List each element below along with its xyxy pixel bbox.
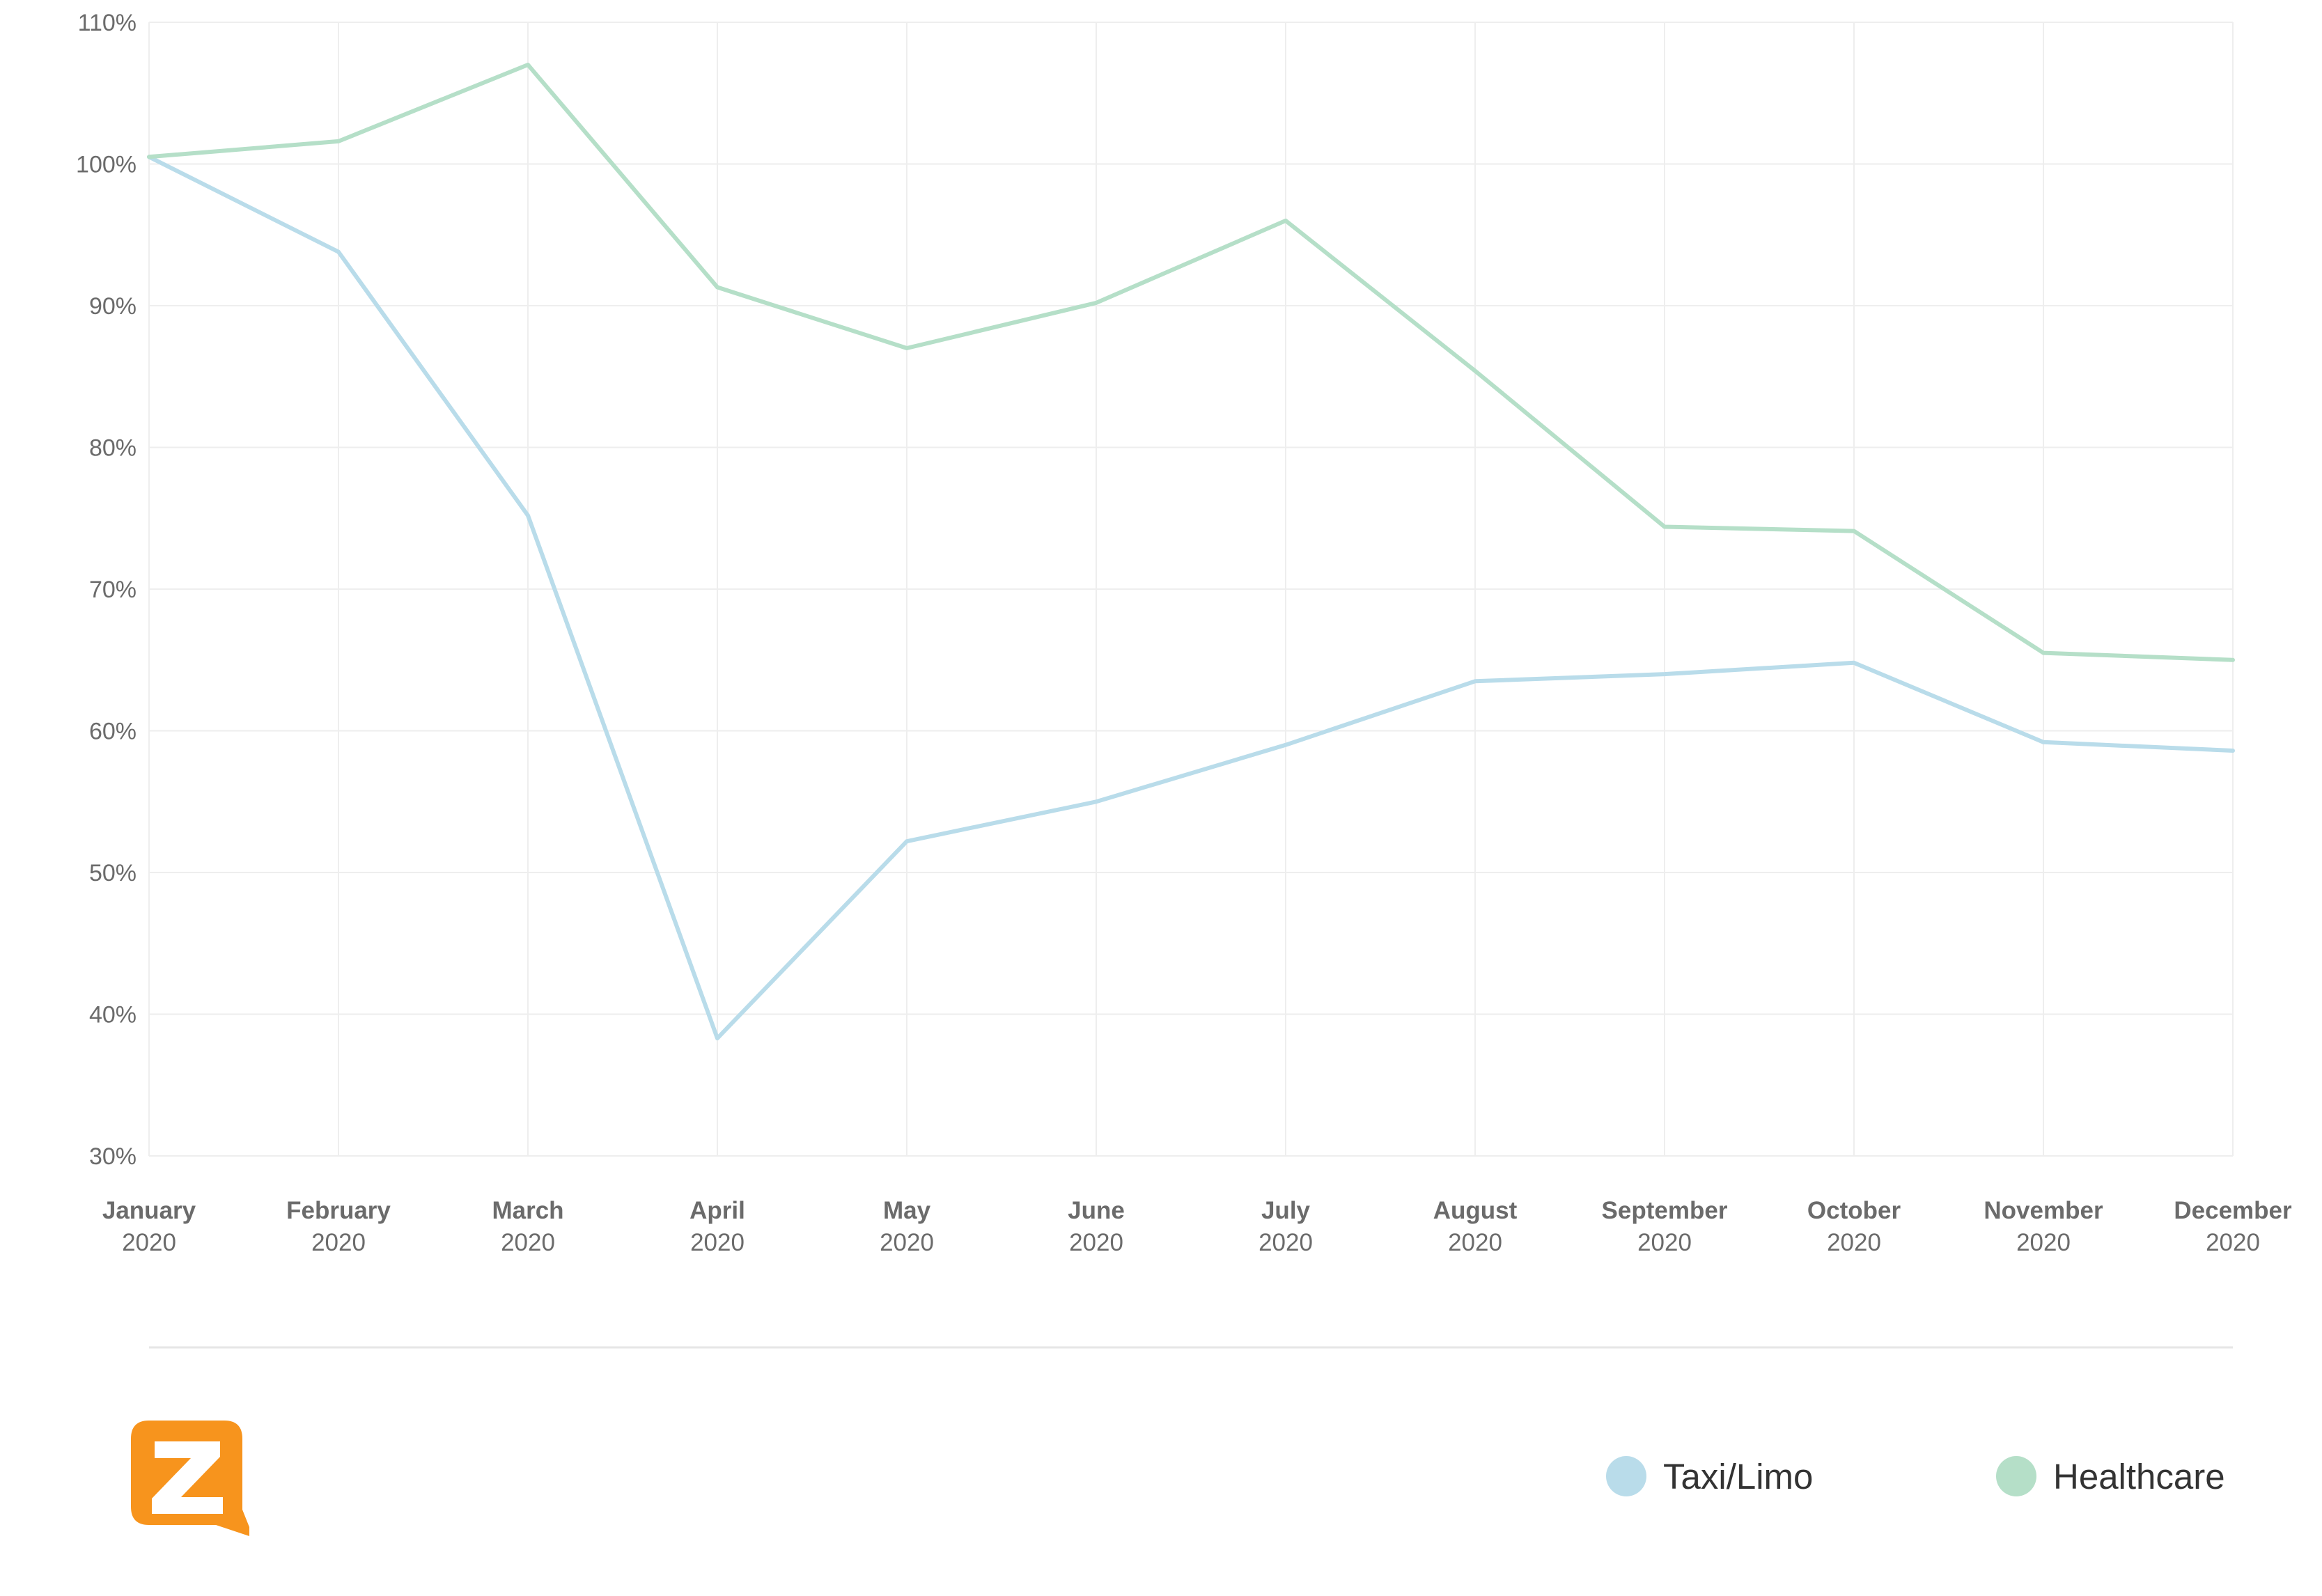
y-tick-label: 60% (89, 719, 137, 745)
legend-swatch-healthcare (1996, 1456, 2036, 1496)
y-tick-label: 80% (89, 435, 137, 462)
z-logo-icon (131, 1421, 254, 1538)
x-tick-month-label: January (102, 1197, 196, 1224)
x-tick-month-label: October (1807, 1197, 1901, 1224)
x-tick-month-label: August (1433, 1197, 1518, 1224)
x-tick-year-label: 2020 (1827, 1229, 1881, 1256)
y-tick-label: 100% (76, 152, 137, 178)
x-tick-month-label: November (1984, 1197, 2103, 1224)
x-tick-year-label: 2020 (1448, 1229, 1502, 1256)
x-tick-year-label: 2020 (1069, 1229, 1123, 1256)
legend-item-taxi-limo: Taxi/Limo (1606, 1452, 1813, 1501)
x-tick-year-label: 2020 (690, 1229, 745, 1256)
y-tick-label: 50% (89, 860, 137, 886)
x-tick-month-label: May (883, 1197, 931, 1224)
x-tick-month-label: June (1068, 1197, 1125, 1224)
legend-label-taxi-limo: Taxi/Limo (1663, 1456, 1814, 1496)
series-line-taxi-limo (147, 155, 2235, 1041)
legend-swatch-taxi-limo (1606, 1456, 1646, 1496)
y-tick-label: 90% (89, 293, 137, 320)
series-line-healthcare (147, 63, 2235, 662)
legend-item-healthcare: Healthcare (1996, 1452, 2225, 1501)
x-tick-month-label: February (286, 1197, 391, 1224)
x-axis-ticks: January 2020 February 2020 March 2020 April 202… (102, 1197, 2292, 1256)
y-tick-label: 110% (78, 10, 137, 36)
y-tick-label: 70% (89, 577, 137, 603)
x-tick-year-label: 2020 (311, 1229, 366, 1256)
y-tick-label: 30% (89, 1143, 137, 1170)
x-tick-year-label: 2020 (2206, 1229, 2260, 1256)
x-tick-month-label: December (2174, 1197, 2292, 1224)
x-tick-year-label: 2020 (501, 1229, 555, 1256)
y-axis-ticks: 110% 100% 90% 80% 70% 60% 50% 40% 30% (76, 10, 137, 1170)
x-tick-month-label: April (689, 1197, 745, 1224)
x-tick-year-label: 2020 (2016, 1229, 2071, 1256)
x-tick-year-label: 2020 (1259, 1229, 1313, 1256)
x-tick-month-label: September (1602, 1197, 1728, 1224)
x-tick-month-label: July (1261, 1197, 1311, 1224)
series-lines (147, 63, 2235, 1041)
legend-label-healthcare: Healthcare (2053, 1456, 2225, 1496)
x-tick-year-label: 2020 (1637, 1229, 1692, 1256)
x-tick-month-label: March (492, 1197, 563, 1224)
grid-lines (148, 22, 2234, 1157)
y-tick-label: 40% (89, 1002, 137, 1028)
x-tick-year-label: 2020 (880, 1229, 934, 1256)
x-tick-year-label: 2020 (122, 1229, 176, 1256)
z-speech-bubble-logo (131, 1421, 254, 1542)
